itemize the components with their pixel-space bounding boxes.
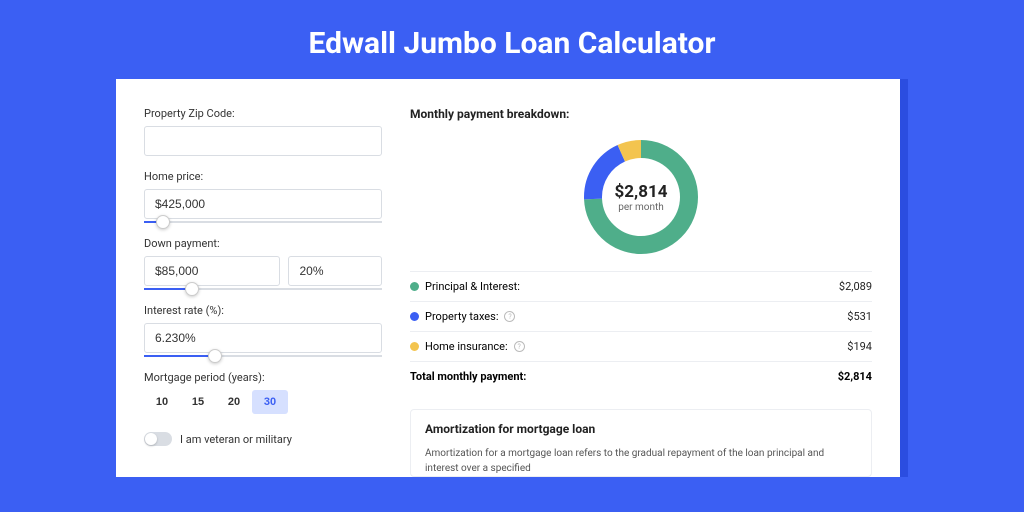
legend-taxes: Property taxes: ? $531 xyxy=(410,301,872,331)
info-icon[interactable]: ? xyxy=(514,341,525,352)
calculator-card: Property Zip Code: Home price: Down paym… xyxy=(116,79,900,477)
dot-icon xyxy=(410,342,419,351)
amortization-box: Amortization for mortgage loan Amortizat… xyxy=(410,409,872,477)
home-price-label: Home price: xyxy=(144,170,382,183)
donut-chart: $2,814 per month xyxy=(581,137,701,257)
period-btn-10[interactable]: 10 xyxy=(144,390,180,414)
info-icon[interactable]: ? xyxy=(504,311,515,322)
field-interest: Interest rate (%): xyxy=(144,304,382,357)
home-price-input[interactable] xyxy=(144,189,382,219)
down-payment-amount-input[interactable] xyxy=(144,256,280,286)
slider-thumb[interactable] xyxy=(185,282,199,296)
legend-value: $531 xyxy=(847,310,872,323)
veteran-toggle[interactable] xyxy=(144,432,172,446)
total-label: Total monthly payment: xyxy=(410,370,526,383)
donut-chart-wrap: $2,814 per month xyxy=(410,133,872,271)
dot-icon xyxy=(410,312,419,321)
zip-label: Property Zip Code: xyxy=(144,107,382,120)
down-payment-pct-input[interactable] xyxy=(288,256,382,286)
legend-label: Principal & Interest: xyxy=(425,280,520,293)
down-payment-label: Down payment: xyxy=(144,237,382,250)
donut-amount: $2,814 xyxy=(615,182,668,202)
donut-sub: per month xyxy=(618,202,664,213)
home-price-slider[interactable] xyxy=(144,221,382,223)
breakdown-title: Monthly payment breakdown: xyxy=(410,107,872,121)
field-down-payment: Down payment: xyxy=(144,237,382,290)
legend-value: $194 xyxy=(847,340,872,353)
legend-total: Total monthly payment: $2,814 xyxy=(410,361,872,391)
veteran-row: I am veteran or military xyxy=(144,432,382,446)
legend-value: $2,089 xyxy=(839,280,872,293)
donut-center: $2,814 per month xyxy=(581,137,701,257)
period-label: Mortgage period (years): xyxy=(144,371,382,384)
total-value: $2,814 xyxy=(838,370,872,383)
form-column: Property Zip Code: Home price: Down paym… xyxy=(144,107,382,477)
zip-input[interactable] xyxy=(144,126,382,156)
slider-fill xyxy=(144,355,215,357)
breakdown-column: Monthly payment breakdown: $2,814 per mo… xyxy=(410,107,872,477)
interest-slider[interactable] xyxy=(144,355,382,357)
legend-principal: Principal & Interest: $2,089 xyxy=(410,271,872,301)
slider-thumb[interactable] xyxy=(156,215,170,229)
amortization-text: Amortization for a mortgage loan refers … xyxy=(425,446,857,476)
down-payment-slider[interactable] xyxy=(144,288,382,290)
period-btn-20[interactable]: 20 xyxy=(216,390,252,414)
amortization-title: Amortization for mortgage loan xyxy=(425,422,857,436)
legend-label: Property taxes: xyxy=(425,310,498,323)
page-title: Edwall Jumbo Loan Calculator xyxy=(0,0,1024,79)
period-btn-15[interactable]: 15 xyxy=(180,390,216,414)
card-shadow: Property Zip Code: Home price: Down paym… xyxy=(116,79,908,477)
dot-icon xyxy=(410,282,419,291)
field-zip: Property Zip Code: xyxy=(144,107,382,156)
period-btn-30[interactable]: 30 xyxy=(252,390,288,414)
field-home-price: Home price: xyxy=(144,170,382,223)
period-options: 10 15 20 30 xyxy=(144,390,382,414)
legend-label: Home insurance: xyxy=(425,340,508,353)
interest-label: Interest rate (%): xyxy=(144,304,382,317)
interest-input[interactable] xyxy=(144,323,382,353)
field-period: Mortgage period (years): 10 15 20 30 xyxy=(144,371,382,414)
veteran-label: I am veteran or military xyxy=(180,433,292,446)
slider-thumb[interactable] xyxy=(208,349,222,363)
legend-insurance: Home insurance: ? $194 xyxy=(410,331,872,361)
